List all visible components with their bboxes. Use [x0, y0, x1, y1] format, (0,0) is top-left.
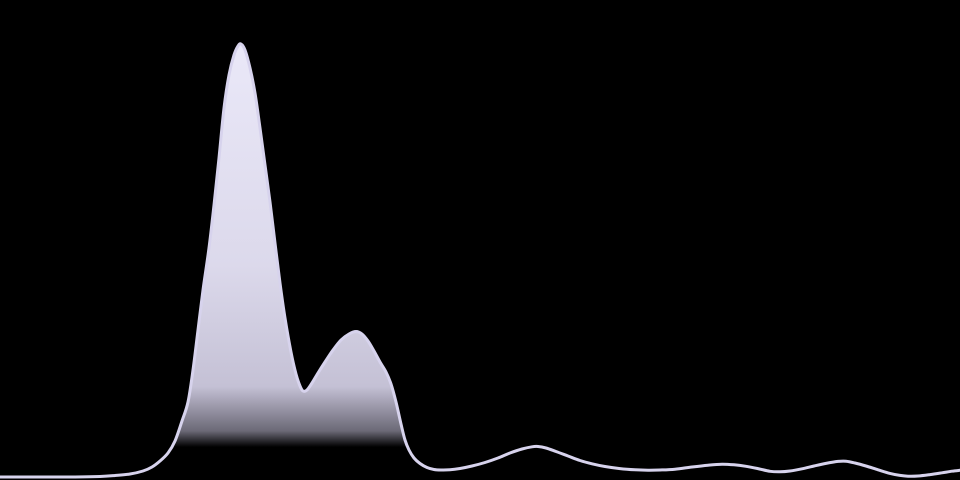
area-fill: [0, 43, 960, 480]
curve-line: [0, 42, 960, 479]
